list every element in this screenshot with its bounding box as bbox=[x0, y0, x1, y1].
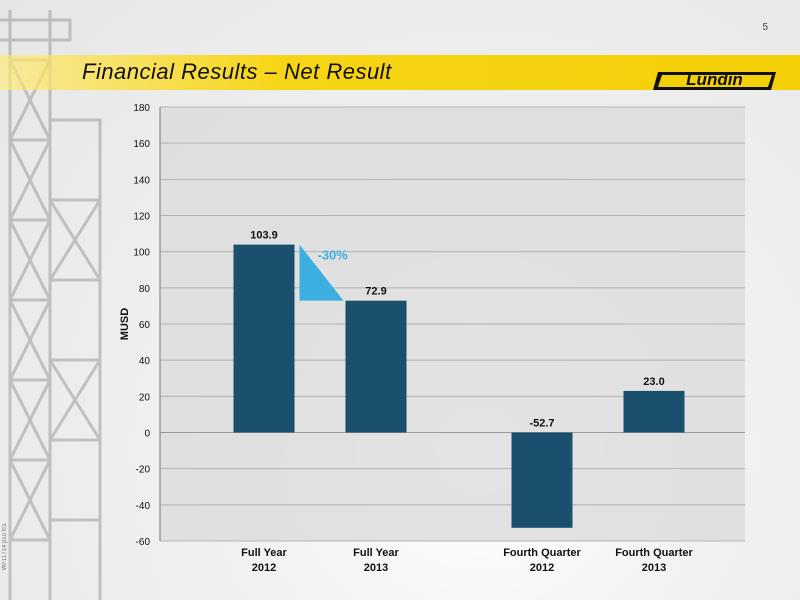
category-label-line1: Fourth Quarter bbox=[503, 547, 581, 559]
page-number: 5 bbox=[762, 22, 768, 33]
bar bbox=[511, 432, 573, 528]
category-label-line1: Full Year bbox=[241, 547, 287, 559]
oil-rig-silhouette-icon bbox=[0, 10, 102, 600]
data-label: 103.9 bbox=[250, 230, 278, 242]
y-tick-label: 160 bbox=[133, 139, 150, 150]
y-tick-label: 140 bbox=[133, 175, 150, 186]
y-tick-label: -20 bbox=[136, 465, 151, 476]
category-label-line1: Full Year bbox=[353, 547, 399, 559]
category-label-line1: Fourth Quarter bbox=[615, 547, 693, 559]
logo-shape-icon bbox=[653, 72, 776, 90]
bar bbox=[233, 244, 295, 433]
y-tick-label: -60 bbox=[136, 537, 151, 548]
y-tick-label: 180 bbox=[133, 103, 150, 114]
y-tick-label: 20 bbox=[139, 392, 151, 403]
slide-title: Financial Results – Net Result bbox=[82, 59, 392, 84]
document-code: WF11714 p10 f01 bbox=[2, 522, 8, 570]
category-label-line2: 2013 bbox=[364, 562, 388, 574]
data-label: -52.7 bbox=[529, 418, 554, 430]
logo-text: Lundin bbox=[686, 70, 743, 89]
bar bbox=[623, 390, 685, 433]
y-tick-label: 0 bbox=[144, 429, 150, 440]
change-triangle bbox=[299, 244, 344, 301]
category-label-line2: 2012 bbox=[252, 562, 276, 574]
y-tick-label: -40 bbox=[136, 501, 151, 512]
bar bbox=[345, 300, 407, 433]
y-tick-label: 80 bbox=[139, 284, 151, 295]
data-label: 23.0 bbox=[643, 376, 664, 388]
y-tick-label: 40 bbox=[139, 356, 151, 367]
data-label: 72.9 bbox=[365, 286, 386, 298]
lundin-logo: Lundin bbox=[648, 66, 781, 94]
category-label-line2: 2013 bbox=[642, 562, 666, 574]
category-label-line2: 2012 bbox=[530, 562, 554, 574]
y-axis-label: MUSD bbox=[119, 308, 131, 340]
y-tick-label: 100 bbox=[133, 248, 150, 259]
y-tick-label: 60 bbox=[139, 320, 151, 331]
change-annotation-label: -30% bbox=[318, 248, 349, 263]
y-tick-label: 120 bbox=[133, 212, 150, 223]
